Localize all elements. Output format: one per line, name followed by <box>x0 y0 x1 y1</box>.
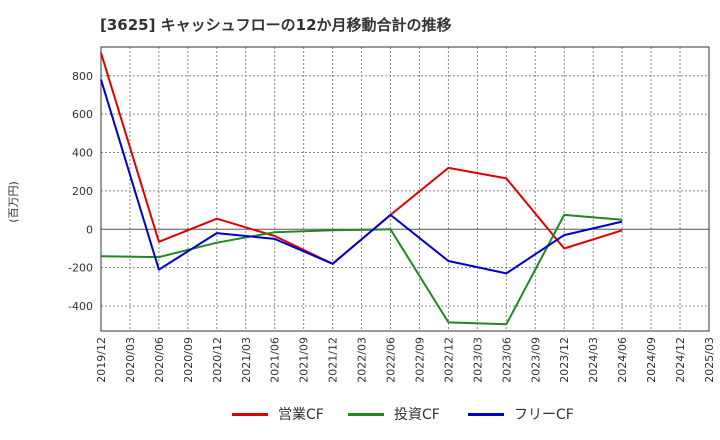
series-line <box>100 79 623 275</box>
y-tick-label: -200 <box>68 262 93 275</box>
legend-label: 投資CF <box>394 407 440 423</box>
legend-item: 営業CF <box>232 404 324 424</box>
y-tick-label: 0 <box>86 223 93 236</box>
x-tick-label: 2023/06 <box>500 337 513 383</box>
x-tick-label: 2021/12 <box>327 337 340 383</box>
x-tick-label: 2024/03 <box>587 337 600 383</box>
series-line <box>100 213 623 326</box>
plot-area <box>101 47 709 331</box>
y-tick-label: 800 <box>72 70 93 83</box>
y-tick-label: -400 <box>68 300 93 313</box>
x-tick-label: 2022/06 <box>385 337 398 383</box>
legend-label: フリーCF <box>514 407 574 423</box>
x-tick-label: 2020/09 <box>182 337 195 383</box>
x-tick-label: 2023/12 <box>558 337 571 383</box>
legend-item: 投資CF <box>348 404 440 424</box>
legend-swatch <box>232 412 268 416</box>
plot-border <box>100 46 710 332</box>
x-tick-label: 2021/09 <box>298 337 311 383</box>
legend-swatch <box>348 412 384 416</box>
x-tick-label: 2022/12 <box>442 337 455 383</box>
x-tick-label: 2025/03 <box>703 337 716 383</box>
legend-label: 営業CF <box>278 407 324 423</box>
x-tick-label: 2022/03 <box>356 337 369 383</box>
chart-title: [3625] キャッシュフローの12か月移動合計の推移 <box>100 16 452 34</box>
legend: 営業CF 投資CF フリーCF <box>0 404 720 428</box>
legend-swatch <box>468 412 504 416</box>
x-tick-label: 2021/06 <box>269 337 282 383</box>
y-tick-label: 200 <box>72 185 93 198</box>
x-tick-label: 2023/09 <box>529 337 542 383</box>
x-tick-label: 2020/03 <box>124 337 137 383</box>
x-tick-label: 2022/09 <box>413 337 426 383</box>
x-tick-label: 2024/09 <box>645 337 658 383</box>
x-tick-label: 2024/12 <box>674 337 687 383</box>
x-tick-label: 2024/06 <box>616 337 629 383</box>
x-tick-label: 2021/03 <box>240 337 253 383</box>
legend-item: フリーCF <box>468 404 574 424</box>
x-tick-label: 2020/06 <box>153 337 166 383</box>
x-tick-label: 2023/03 <box>471 337 484 383</box>
x-tick-label: 2019/12 <box>95 337 108 383</box>
y-tick-label: 600 <box>72 108 93 121</box>
y-tick-label: 400 <box>72 147 93 160</box>
x-tick-label: 2020/12 <box>211 337 224 383</box>
